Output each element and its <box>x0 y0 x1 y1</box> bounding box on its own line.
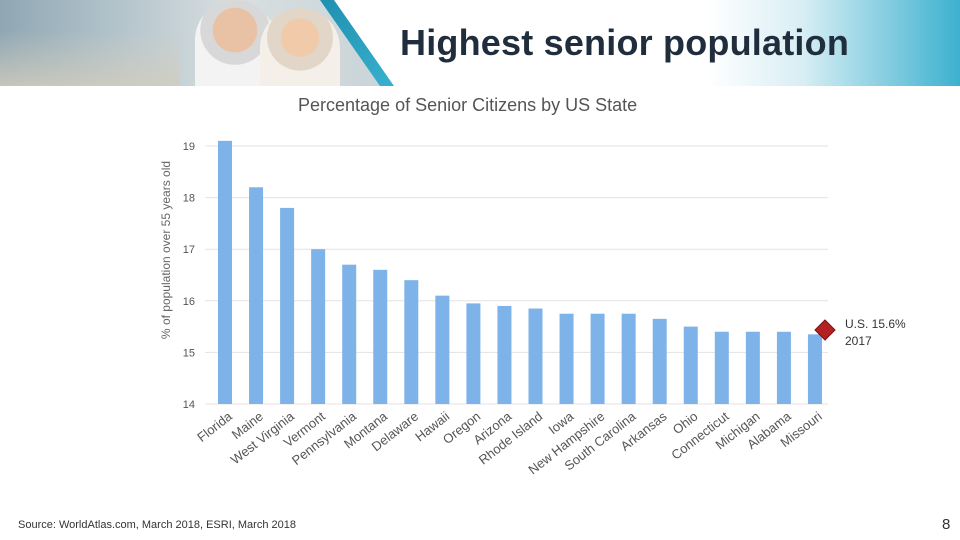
page-title: Highest senior population <box>400 22 850 63</box>
bar <box>807 334 822 404</box>
y-tick-label: 19 <box>183 141 195 153</box>
bar <box>745 331 760 404</box>
bar <box>590 313 605 404</box>
bar <box>218 140 232 404</box>
bar <box>652 318 667 404</box>
us-average-marker <box>814 319 836 341</box>
y-tick-label: 15 <box>183 347 195 359</box>
source-note: Source: WorldAtlas.com, March 2018, ESRI… <box>18 519 296 531</box>
y-tick-label: 14 <box>183 399 195 411</box>
header-band <box>330 0 960 86</box>
bar <box>373 269 388 404</box>
bar <box>776 331 791 404</box>
bar <box>466 303 481 404</box>
bar <box>714 331 729 404</box>
bar <box>528 308 543 404</box>
y-tick-label: 16 <box>183 296 195 308</box>
bar <box>435 295 450 404</box>
chart-title: Percentage of Senior Citizens by US Stat… <box>298 95 637 115</box>
bar <box>683 326 698 404</box>
y-tick-label: 17 <box>183 244 195 256</box>
page-number: 8 <box>942 516 951 533</box>
bar <box>249 187 264 404</box>
x-tick-label: Florida <box>194 408 235 445</box>
bar <box>559 313 574 404</box>
y-tick-label: 18 <box>183 193 195 205</box>
us-average-year: 2017 <box>845 334 872 348</box>
background-foliage <box>0 30 180 86</box>
bar <box>311 249 326 404</box>
bar <box>342 264 357 404</box>
bar <box>621 313 636 404</box>
us-average-label: U.S. 15.6% 2017 <box>845 316 906 350</box>
y-axis-label: % of population over 55 years old <box>159 161 173 339</box>
bar <box>404 280 419 404</box>
header-photo <box>0 0 390 86</box>
bar <box>497 305 512 404</box>
us-average-value: U.S. 15.6% <box>845 317 906 331</box>
bar <box>280 207 295 404</box>
senior-woman-image <box>260 8 340 86</box>
